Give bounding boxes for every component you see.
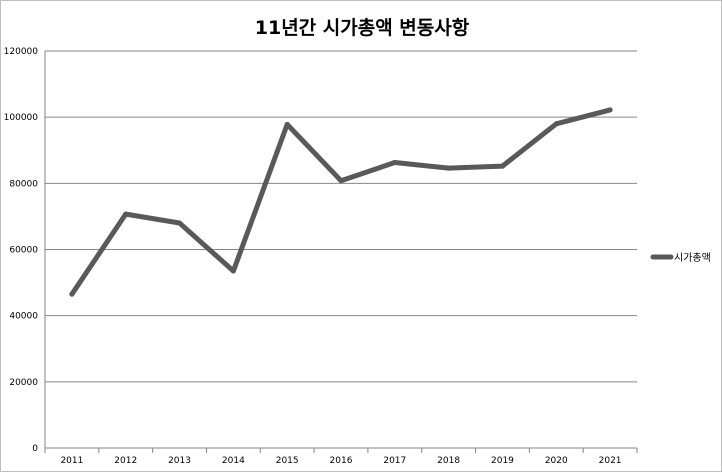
data-point <box>284 121 290 127</box>
y-tick-label: 0 <box>32 444 38 454</box>
x-tick-label: 2013 <box>168 456 191 466</box>
x-tick-label: 2021 <box>599 456 622 466</box>
x-tick-label: 2014 <box>222 456 245 466</box>
data-point <box>69 291 75 297</box>
series-line <box>69 107 613 297</box>
x-tick-label: 2015 <box>276 456 299 466</box>
data-point <box>392 159 398 165</box>
data-point <box>177 220 183 226</box>
data-point <box>230 268 236 274</box>
x-tick-label: 2019 <box>491 456 514 466</box>
data-point <box>607 107 613 113</box>
y-tick-label: 60000 <box>9 246 38 256</box>
x-tick-label: 2012 <box>114 456 137 466</box>
y-tick-label: 20000 <box>9 378 38 388</box>
data-point <box>123 211 129 217</box>
x-tick-label: 2017 <box>383 456 406 466</box>
chart-title: 11년간 시가총액 변동사항 <box>254 17 470 39</box>
data-point <box>446 165 452 171</box>
data-point <box>338 178 344 184</box>
data-point <box>553 121 559 127</box>
data-point <box>499 163 505 169</box>
y-tick-label: 100000 <box>4 113 39 123</box>
y-tick-label: 120000 <box>4 47 39 57</box>
x-tick-label: 2018 <box>437 456 460 466</box>
x-tick-label: 2020 <box>545 456 568 466</box>
x-tick-label: 2016 <box>330 456 353 466</box>
y-tick-label: 80000 <box>9 179 38 189</box>
y-tick-label: 40000 <box>9 312 38 322</box>
x-tick-label: 2011 <box>60 456 83 466</box>
legend-label: 시가총액 <box>674 252 711 264</box>
